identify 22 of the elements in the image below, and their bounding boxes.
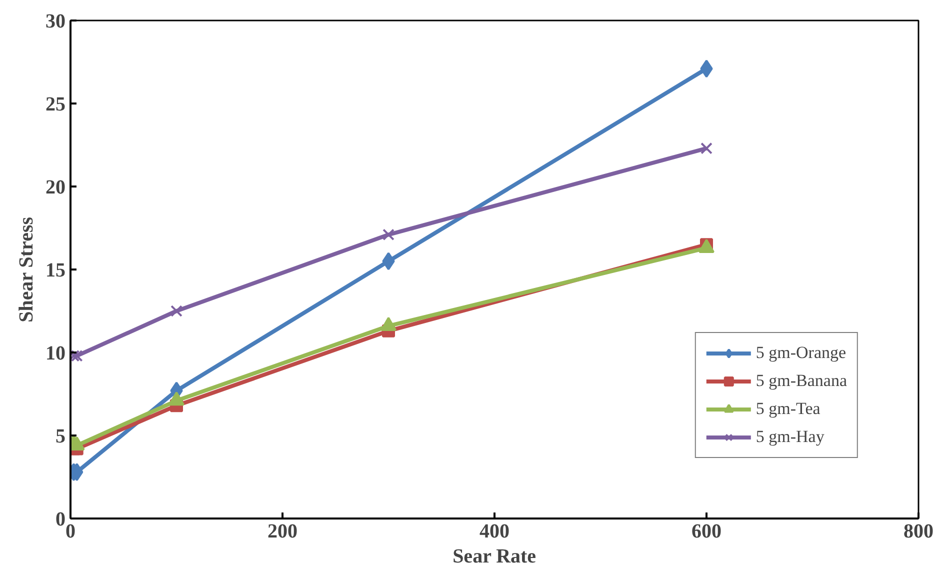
point bbox=[382, 228, 394, 241]
x-axis-title: Sear Rate bbox=[452, 546, 536, 568]
legend-label: 5 gm-Orange bbox=[756, 343, 846, 363]
x-tick-label: 800 bbox=[904, 520, 934, 542]
y-tick-label: 5 bbox=[56, 426, 66, 448]
y-tick-label: 15 bbox=[46, 260, 66, 282]
point bbox=[70, 350, 83, 362]
y-axis-title: Shear Stress bbox=[16, 216, 38, 322]
x-tick-label: 400 bbox=[480, 520, 510, 542]
y-tick-label: 20 bbox=[46, 176, 66, 198]
point bbox=[170, 305, 182, 317]
x-tick-label: 200 bbox=[268, 520, 298, 542]
legend-label: 5 gm-Banana bbox=[756, 371, 847, 391]
x-tick-label: 600 bbox=[692, 520, 722, 542]
y-tick-label: 25 bbox=[46, 94, 66, 116]
y-tick-label: 10 bbox=[46, 342, 66, 364]
y-tick-label: 30 bbox=[46, 10, 66, 32]
point bbox=[700, 60, 713, 78]
point bbox=[700, 142, 712, 154]
legend-label: 5 gm-Tea bbox=[756, 399, 820, 419]
point bbox=[382, 252, 395, 270]
legend-label: 5 gm-Hay bbox=[756, 427, 824, 447]
